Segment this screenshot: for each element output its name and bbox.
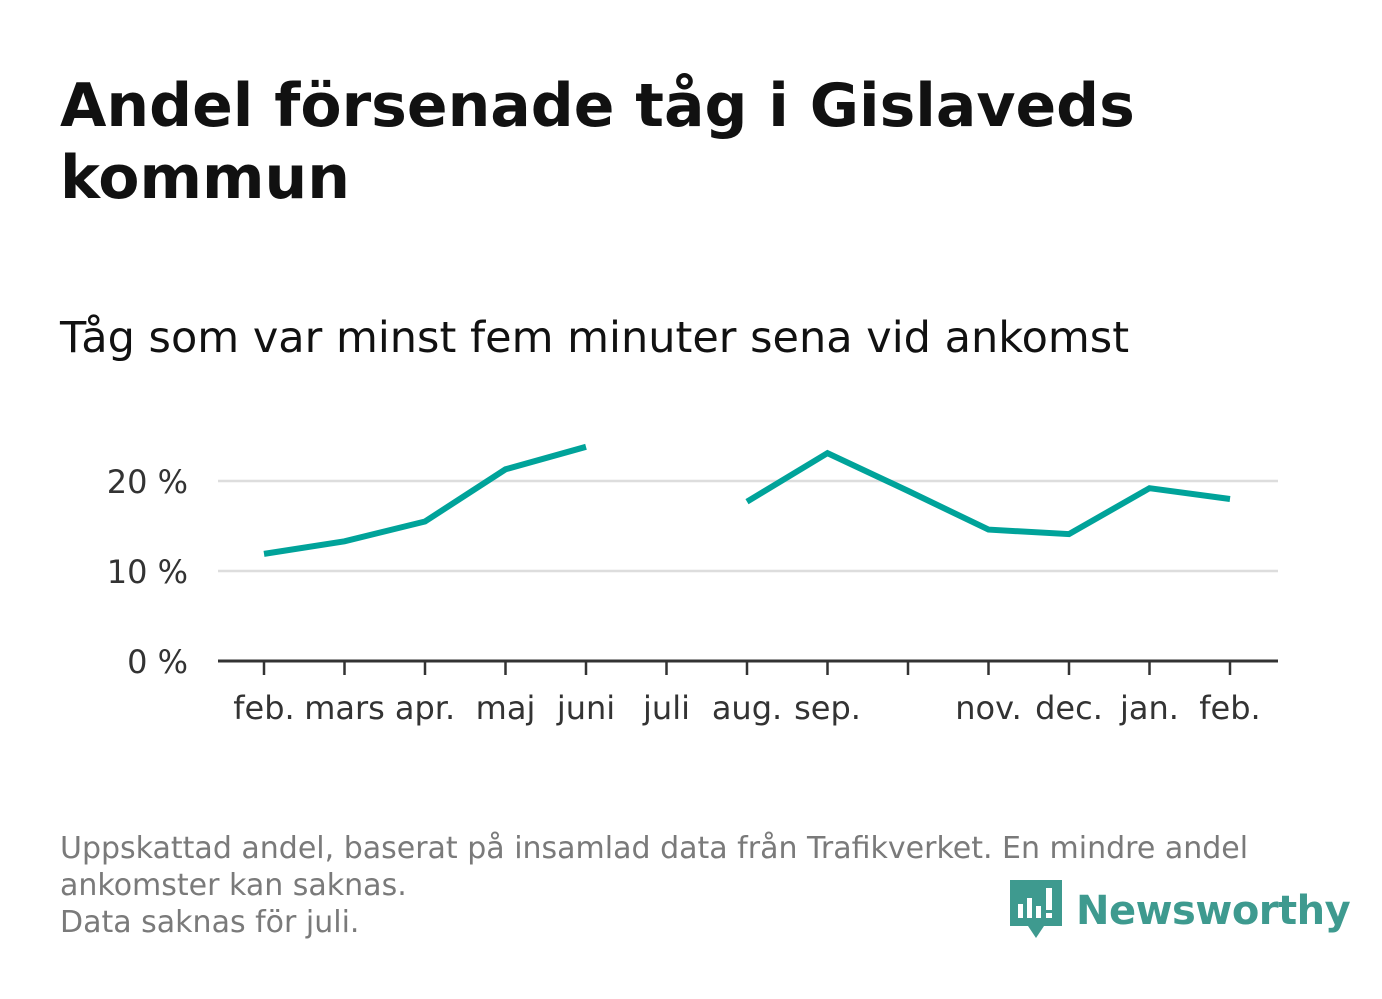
x-tick-label: nov. <box>955 689 1021 727</box>
chart-title: Andel försenade tåg i Gislaveds kommun <box>60 71 1135 213</box>
newsworthy-logo-icon <box>1010 880 1062 938</box>
y-tick-label: 20 % <box>107 463 188 501</box>
y-tick-label: 10 % <box>107 553 188 591</box>
line-chart: 0 % 10 % 20 % feb. mars apr. maj juni juli aug. s… <box>107 443 1278 727</box>
x-tick-label: sep. <box>794 689 861 727</box>
chart-subtitle: Tåg som var minst fem minuter sena vid a… <box>60 313 1130 363</box>
gridlines <box>218 479 1278 573</box>
brand-logo: Newsworthy <box>1010 878 1351 944</box>
y-tick-label: 0 % <box>127 643 188 681</box>
x-tick-label: aug. <box>712 689 782 727</box>
x-tick-label: feb. <box>1199 689 1260 727</box>
x-tick-label: dec. <box>1035 689 1103 727</box>
series-line <box>263 443 1231 557</box>
footnote-line: ankomster kan saknas. <box>60 868 407 903</box>
series-line-segment <box>263 443 587 557</box>
x-axis-ticks: feb. mars apr. maj juni juli aug. sep. nov. dec. j… <box>233 661 1261 727</box>
x-tick-label: juli <box>642 689 690 727</box>
x-tick-label: maj <box>476 689 536 727</box>
x-tick-label: apr. <box>395 689 455 727</box>
x-tick-label: feb. <box>233 689 294 727</box>
x-tick-label: mars <box>304 689 385 727</box>
footnote: Uppskattad andel, baserat på insamlad da… <box>60 830 1330 941</box>
x-tick-label: jan. <box>1119 689 1179 727</box>
y-axis-ticks: 0 % 10 % 20 % <box>107 463 188 681</box>
footnote-line: Data saknas för juli. <box>60 905 360 940</box>
brand-name: Newsworthy <box>1076 888 1351 934</box>
x-tick-label: juni <box>556 689 615 727</box>
footnote-line: Uppskattad andel, baserat på insamlad da… <box>60 831 1249 866</box>
series-line-segment <box>745 449 1231 538</box>
